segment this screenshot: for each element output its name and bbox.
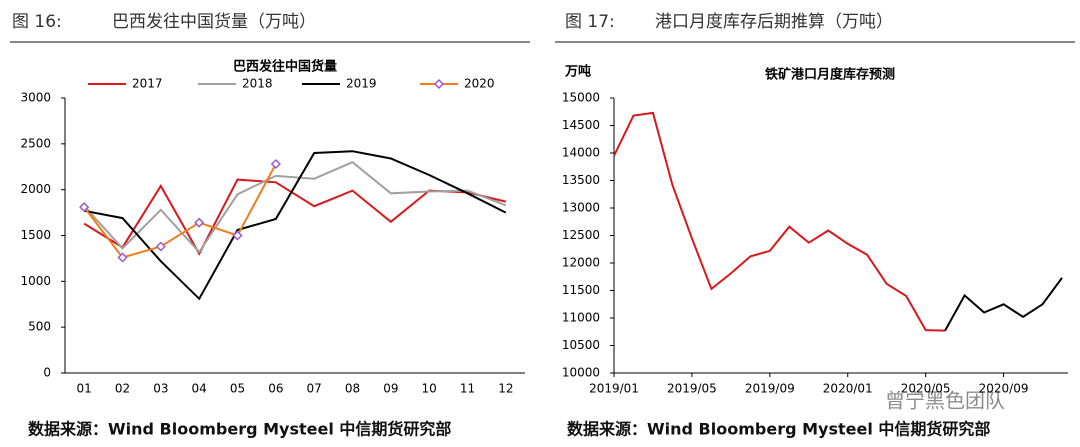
source: 数据来源：Wind Bloomberg Mysteel 中信期货研究部 <box>567 420 990 439</box>
x-tick-label: 11 <box>460 382 475 396</box>
watermark: 曾宁黑色团队 <box>885 389 1005 413</box>
series-marker <box>194 217 205 228</box>
y-tick-label: 500 <box>28 320 51 334</box>
y-tick-label: 14500 <box>562 118 600 132</box>
chart-title: 铁矿港口月度库存预测 <box>764 67 895 83</box>
y-tick-label: 0 <box>43 366 51 380</box>
y-tick-label: 12500 <box>562 228 600 242</box>
legend-label: 2020 <box>464 77 495 91</box>
chart-title: 巴西发往中国货量 <box>233 59 337 75</box>
x-tick-label: 2019/05 <box>667 382 717 396</box>
legend-label: 2019 <box>346 77 377 91</box>
x-tick-label: 03 <box>153 382 168 396</box>
y-tick-label: 11000 <box>562 311 600 325</box>
y-tick-label: 1000 <box>20 274 51 288</box>
x-tick-label: 2019/09 <box>745 382 795 396</box>
x-tick-label: 2020/09 <box>979 382 1029 396</box>
series-line <box>83 163 277 259</box>
figure-caption: 巴西发往中国货量（万吨） <box>112 12 316 32</box>
y-axis-label: 万吨 <box>564 64 591 80</box>
series-line <box>84 150 507 301</box>
y-tick-label: 2500 <box>20 136 51 150</box>
series-line <box>944 277 1063 332</box>
series-marker <box>79 202 90 213</box>
y-tick-label: 2000 <box>20 182 51 196</box>
x-tick-label: 06 <box>268 382 283 396</box>
legend-marker <box>433 78 445 90</box>
x-tick-label: 2019/01 <box>589 382 639 396</box>
series-marker <box>117 252 128 263</box>
y-tick-label: 13000 <box>562 201 600 215</box>
y-tick-label: 12000 <box>562 256 600 270</box>
y-tick-label: 11500 <box>562 283 600 297</box>
x-tick-label: 02 <box>115 382 130 396</box>
figure-caption: 港口月度库存后期推算（万吨） <box>655 12 893 32</box>
series-marker <box>270 158 281 170</box>
series-marker <box>155 241 166 252</box>
x-tick-label: 05 <box>230 382 245 396</box>
x-tick-label: 12 <box>498 382 513 396</box>
x-tick-label: 2020/01 <box>823 382 873 396</box>
x-tick-label: 07 <box>307 382 322 396</box>
legend-label: 2018 <box>242 77 273 91</box>
series-line <box>613 111 946 332</box>
x-tick-label: 09 <box>383 382 398 396</box>
x-tick-label: 2020/05 <box>901 382 951 396</box>
series-marker <box>232 230 243 241</box>
y-tick-label: 10500 <box>562 338 600 352</box>
x-tick-label: 10 <box>422 382 437 396</box>
y-tick-label: 1500 <box>20 228 51 242</box>
x-tick-label: 08 <box>345 382 360 396</box>
figure-number: 图 17: <box>565 12 615 32</box>
y-tick-label: 3000 <box>20 91 51 105</box>
legend-label: 2017 <box>132 77 163 91</box>
x-tick-label: 01 <box>77 382 92 396</box>
y-tick-label: 14000 <box>562 146 600 160</box>
x-tick-label: 04 <box>192 382 207 396</box>
y-tick-label: 13500 <box>562 173 600 187</box>
y-tick-label: 15000 <box>562 91 600 105</box>
series-line <box>83 161 507 254</box>
figure-number: 图 16: <box>12 12 62 32</box>
source: 数据来源：Wind Bloomberg Mysteel 中信期货研究部 <box>28 420 451 439</box>
y-tick-label: 10000 <box>562 366 600 380</box>
